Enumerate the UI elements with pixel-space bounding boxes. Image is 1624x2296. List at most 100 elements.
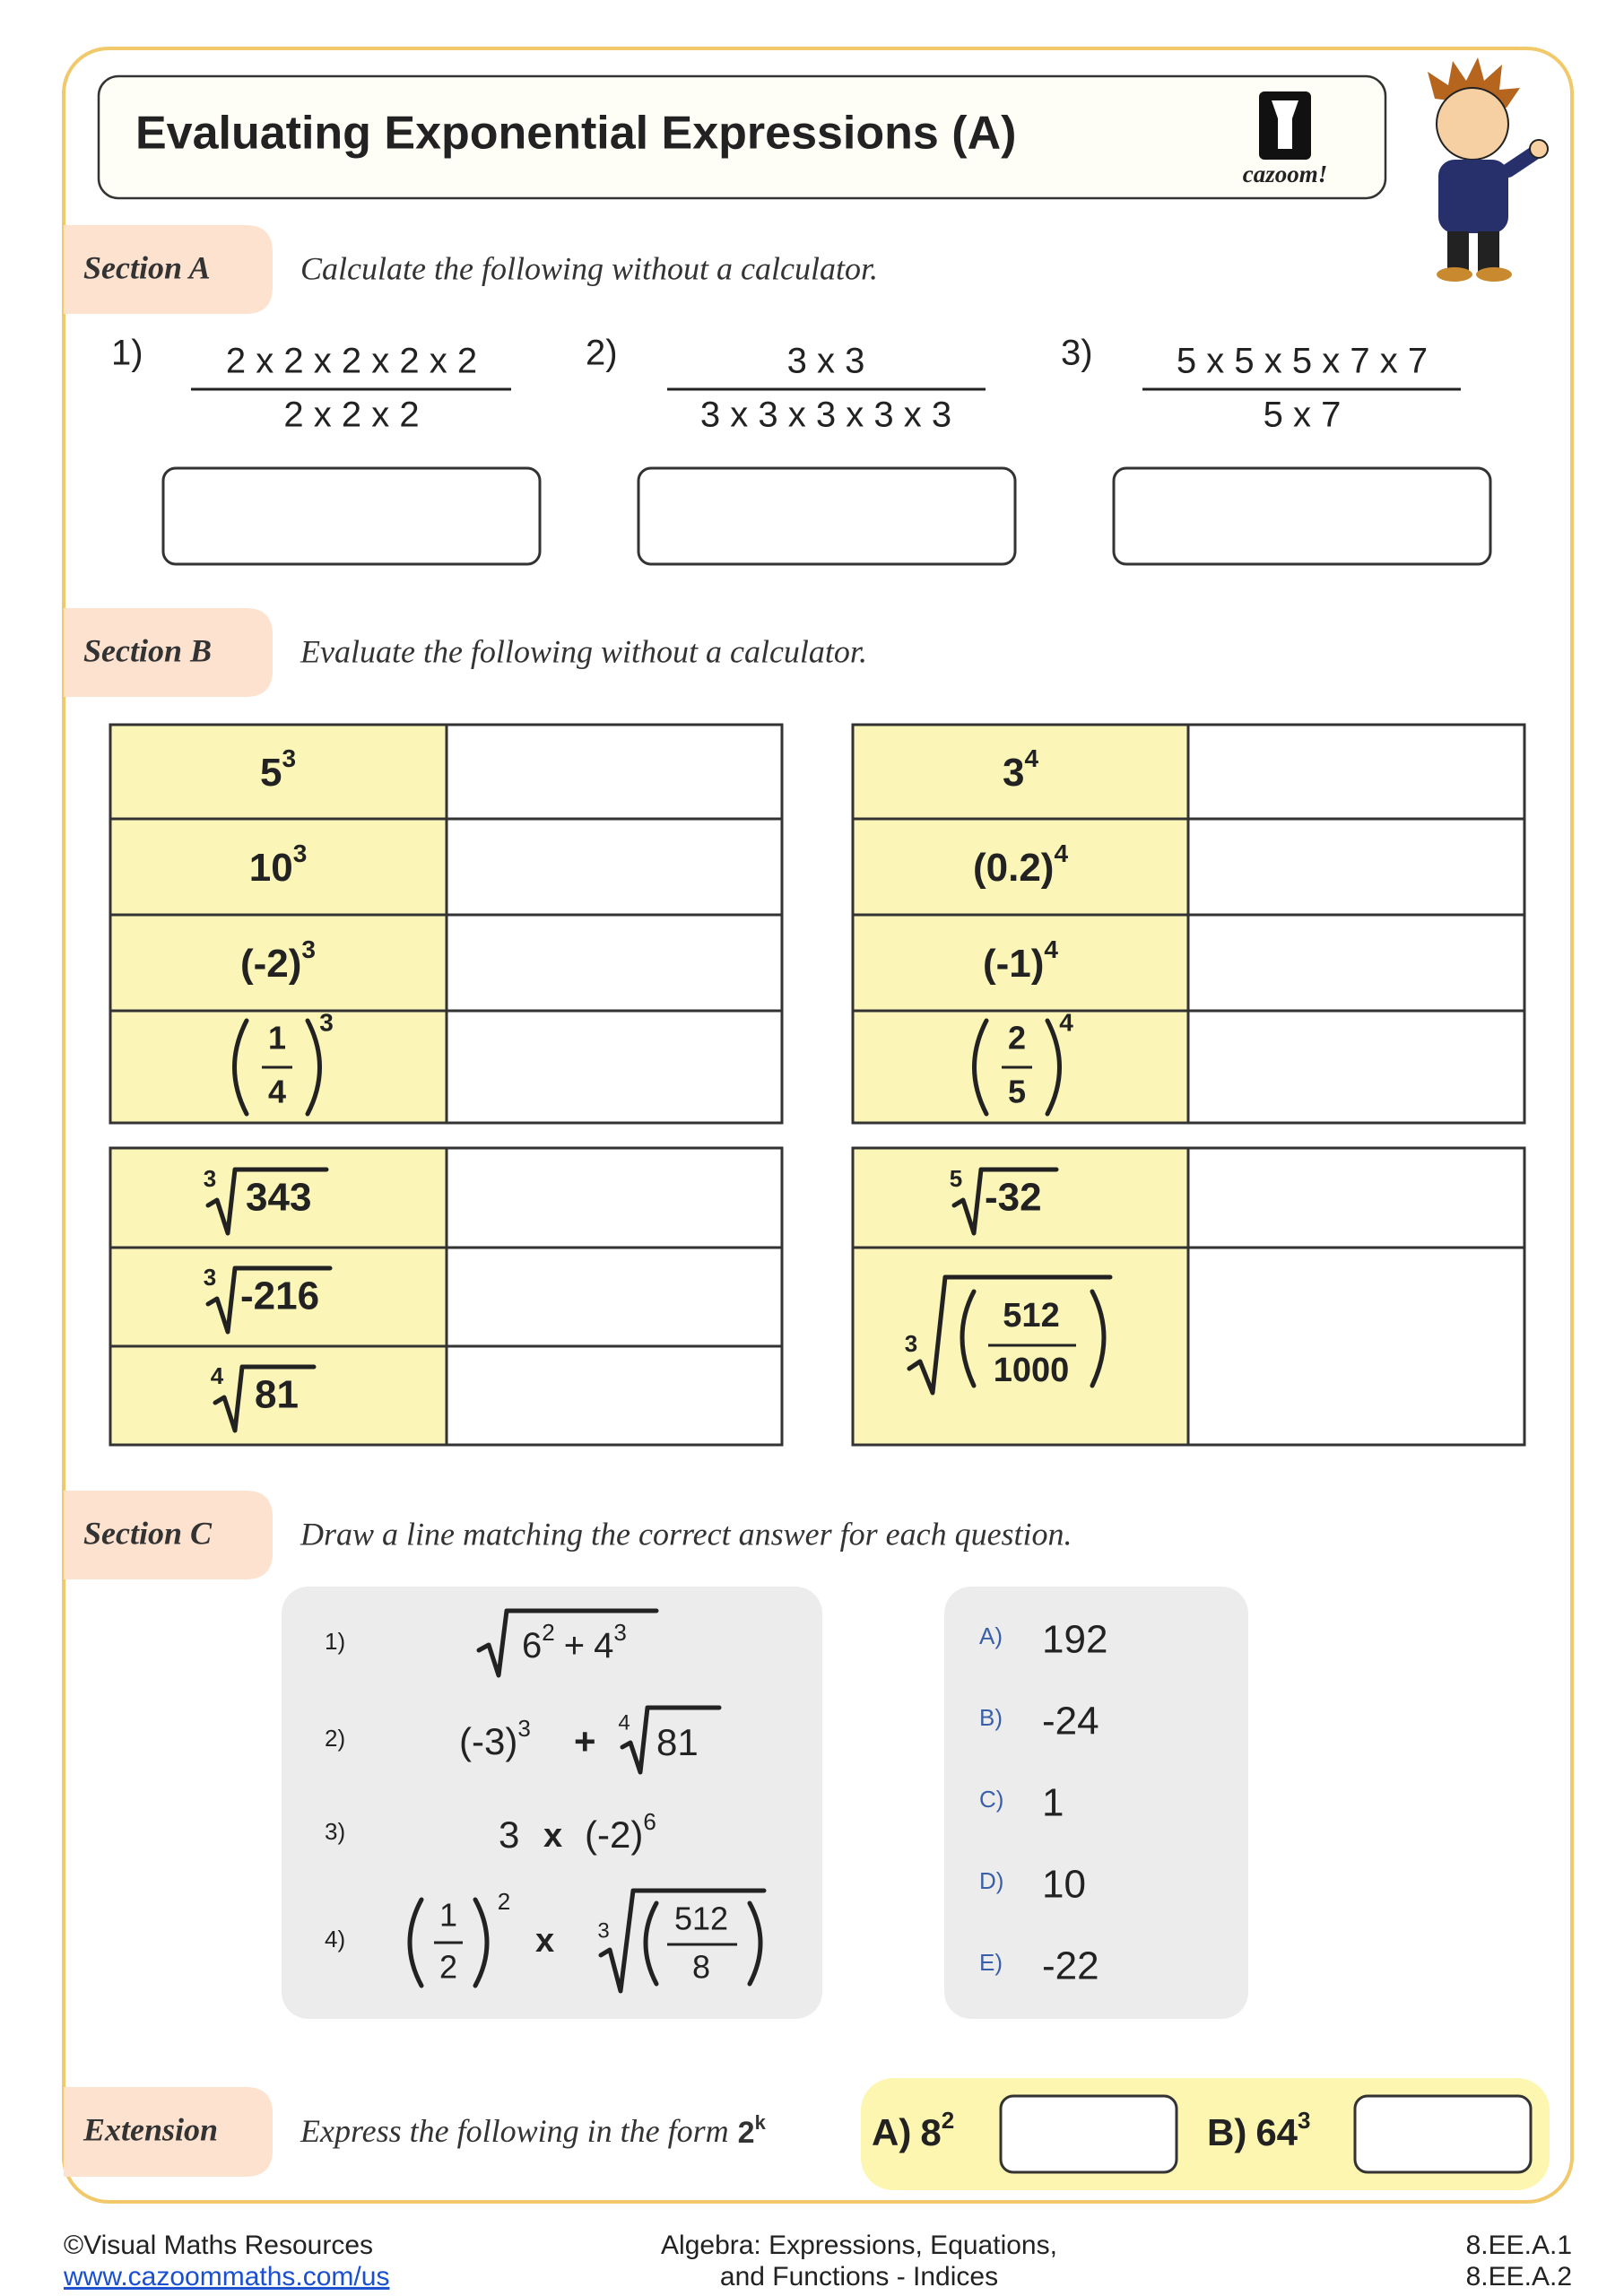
page-border (62, 47, 1574, 2204)
answer-letter: C) (979, 1786, 1003, 1813)
numerator: 5 x 5 x 5 x 7 x 7 (1177, 342, 1428, 381)
parenthesis (232, 1018, 249, 1117)
factor: 3 (499, 1813, 519, 1856)
radicand: 81 (255, 1373, 299, 1417)
power: (0.2)4 (973, 839, 1068, 889)
math-text: 3 (517, 1715, 530, 1742)
title-box (97, 74, 1387, 200)
answer-box[interactable] (999, 2094, 1178, 2174)
math-text: 10 (249, 846, 293, 890)
math-text: k (755, 2111, 767, 2134)
math-text: (-1) (983, 942, 1044, 986)
answer-box[interactable] (161, 466, 542, 566)
math-text: A) (872, 2111, 911, 2153)
math-text: 3 (1003, 751, 1024, 795)
answer-list: A) 192 B) -24 C) 1 D) 10 E) -22 (979, 1618, 1107, 1988)
math-text: 4 (1054, 839, 1068, 867)
exponent: 2 (498, 1888, 510, 1915)
math-text: B) (1207, 2111, 1246, 2153)
numerator: 512 (674, 1900, 728, 1937)
section-label: Section A (83, 249, 211, 285)
copyright: ©Visual Maths Resources (64, 2231, 373, 2260)
answer-letter: A) (979, 1622, 1003, 1649)
standard: 8.EE.A.2 (1466, 2262, 1572, 2292)
answer-box[interactable] (1112, 466, 1492, 566)
root-index: 3 (905, 1330, 917, 1357)
denominator: 2 x 2 x 2 (283, 396, 419, 435)
mascot-body (1438, 160, 1508, 233)
root-index: 3 (204, 1165, 216, 1192)
denominator: 2 (439, 1949, 457, 1986)
denominator: 5 (1008, 1074, 1026, 1110)
radical-sign (476, 1608, 659, 1678)
table (109, 1146, 1526, 1447)
answer-box[interactable] (637, 466, 1017, 566)
parenthesis (747, 1900, 763, 1987)
math-text: 6 (522, 1626, 542, 1665)
answer-value: -22 (1042, 1944, 1099, 1988)
logo-shape (1272, 100, 1298, 149)
radicand: 343 (246, 1176, 311, 1220)
numerator: 1 (439, 1897, 457, 1934)
math-text: (0.2) (973, 846, 1054, 890)
answer-box[interactable] (1353, 2094, 1533, 2174)
question-number: 4) (325, 1926, 345, 1952)
numerator: 2 x 2 x 2 x 2 x 2 (226, 342, 477, 381)
expression: 1 2 2 x 3 512 8 (407, 1888, 767, 1994)
prompt-column (110, 725, 447, 1123)
parenthesis (1045, 1018, 1062, 1117)
topic: and Functions - Indices (720, 2262, 998, 2292)
power: 53 (260, 744, 296, 794)
radicand: 62 +43 (522, 1619, 627, 1665)
mascot-leg (1478, 231, 1499, 273)
math-text: 2 (738, 2116, 755, 2150)
radical-sign (205, 1167, 329, 1236)
radicand: -32 (985, 1176, 1042, 1220)
answer-letter: E) (979, 1949, 1003, 1976)
answer-value: 1 (1042, 1781, 1064, 1825)
root-index: 5 (950, 1165, 962, 1192)
root-index: 3 (204, 1264, 216, 1291)
denominator: 1000 (994, 1352, 1070, 1389)
math-text: + (564, 1626, 585, 1665)
math-text: 5 (260, 751, 282, 795)
question-number: 3) (325, 1818, 345, 1845)
math-text: 3 (1298, 2107, 1310, 2134)
math-text: 4 (1024, 744, 1038, 772)
radicand: -216 (240, 1274, 319, 1318)
parenthesis (960, 1289, 977, 1388)
section-tab (64, 608, 273, 697)
question-number: 3) (1061, 334, 1093, 373)
expression: (-3)3 + 4 81 (459, 1705, 722, 1775)
parenthesis (473, 1897, 490, 1988)
power: 34 (1003, 744, 1038, 794)
root-index: 3 (597, 1918, 609, 1943)
math-text: 8 (920, 2111, 941, 2153)
fraction-power: 1 4 3 (232, 1008, 334, 1117)
question-number: 2) (325, 1725, 345, 1752)
section-tab (64, 1491, 273, 1579)
math-text: (-3) (459, 1720, 517, 1762)
power: (-2)6 (585, 1808, 656, 1856)
answer-letter: D) (979, 1867, 1003, 1894)
power: (-1)4 (983, 935, 1058, 985)
root: 3 343 (204, 1165, 329, 1236)
instruction: Calculate the following without a calcul… (300, 250, 878, 286)
instruction: Draw a line matching the correct answer … (300, 1516, 1073, 1552)
extension-item: A) 82 (872, 2107, 954, 2153)
parenthesis (407, 1897, 424, 1988)
mascot-shoe (1437, 267, 1472, 282)
website-link[interactable]: www.cazoommaths.com/us (63, 2262, 389, 2292)
section-tab (64, 2087, 273, 2177)
root: 4 81 (211, 1362, 317, 1433)
numerator: 1 (268, 1020, 286, 1057)
radical-sign (598, 1888, 767, 1994)
mascot-hand (1529, 139, 1549, 159)
parenthesis (1090, 1289, 1107, 1388)
question-number: 1) (325, 1628, 345, 1655)
exponent: 3 (319, 1008, 334, 1036)
radical-sign (205, 1265, 333, 1335)
table (109, 723, 1526, 1125)
radical-sign (620, 1705, 722, 1775)
